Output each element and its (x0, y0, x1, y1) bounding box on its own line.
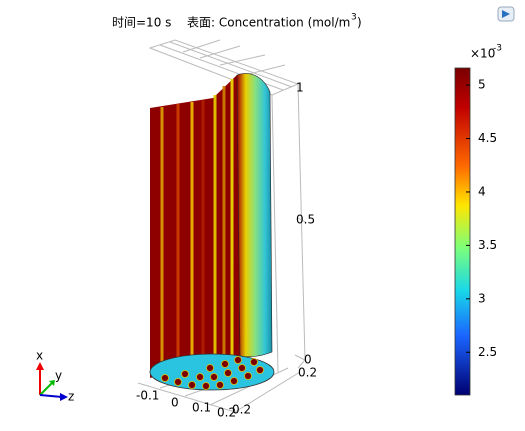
title-time: 时间=10 s (112, 16, 171, 30)
x-tick-label: 0 (171, 396, 179, 410)
colorbar-tick-label: 4 (478, 184, 486, 198)
title-close: ) (357, 16, 362, 30)
surface (149, 73, 275, 391)
title-surface: 表面: Concentration (mol/m (187, 16, 350, 30)
colorbar-tick-label: 3.5 (478, 238, 497, 252)
colorbar-tick-label: 5 (478, 78, 486, 92)
colorbar (454, 67, 471, 396)
x-tick-label: 0.2 (217, 406, 236, 420)
icon-glyph (502, 10, 510, 18)
colorbar-tick-label: 3 (478, 291, 486, 305)
z-tick-label: 0 (304, 353, 312, 367)
colorbar-tick-label: 4.5 (478, 131, 497, 145)
x-tick-label: 0.1 (192, 401, 211, 415)
x-tick-label: -0.1 (136, 389, 159, 403)
y-tick-label: 0.2 (298, 366, 317, 380)
colorbar-exponent: -3 (493, 44, 502, 54)
grid-box (137, 39, 306, 413)
axis-triad: x y z (36, 349, 74, 404)
title-sup: 3 (351, 13, 357, 23)
triad-x: x (36, 349, 43, 363)
z-tick-label: 0.5 (296, 213, 315, 227)
x-tick-label: 0.2 (232, 403, 251, 417)
triad-z: z (68, 390, 74, 404)
z-tick-label: 1 (296, 81, 304, 95)
colorbar-tick-label: 2.5 (478, 345, 497, 359)
colorbar-ticks: 5 4.5 4 3.5 3 2.5 (466, 78, 497, 359)
colorbar-exponent-base: ×10 (470, 47, 495, 61)
triad-y: y (55, 369, 62, 383)
